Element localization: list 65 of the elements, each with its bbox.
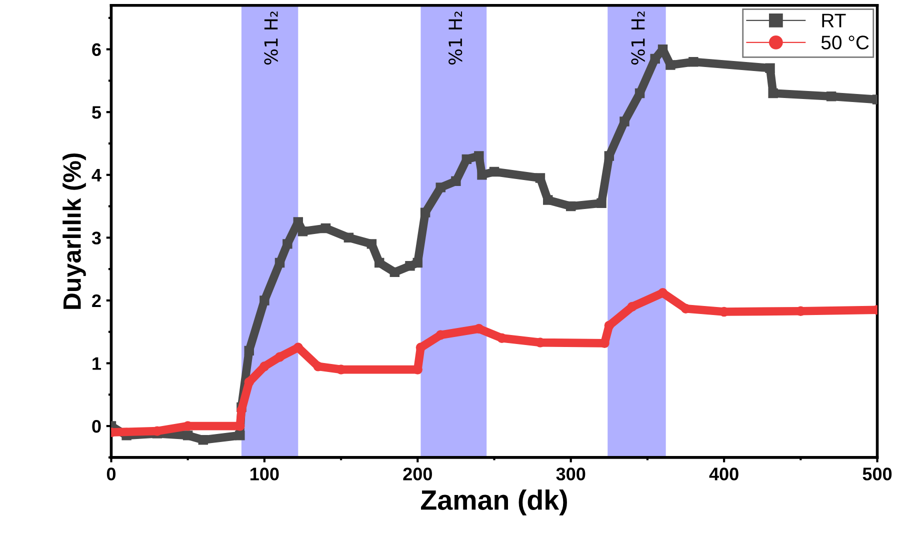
x-tick-label: 100 (250, 468, 279, 480)
y-axis-title: Duyarlılık (%) (62, 153, 86, 309)
point (627, 302, 637, 312)
point (477, 170, 487, 180)
point (658, 288, 668, 298)
point (260, 362, 270, 372)
point (474, 151, 484, 161)
point (405, 261, 415, 271)
point (344, 232, 354, 243)
legend-label: 50 °C (821, 36, 869, 50)
x-axis-title: Zaman (dk) (421, 490, 567, 516)
x-tick-label: 0 (106, 468, 116, 480)
y-tick-label: 1 (92, 357, 102, 370)
point (313, 362, 323, 372)
point (416, 342, 426, 352)
y-tick-label: 3 (92, 232, 101, 244)
y-tick-label: 5 (92, 106, 102, 119)
point (244, 377, 254, 387)
y-tick-label: 2 (92, 294, 101, 307)
point (596, 198, 606, 208)
point (412, 258, 423, 268)
x-tick-label: 300 (556, 468, 586, 480)
legend-label: RT (822, 14, 846, 28)
point (320, 223, 331, 234)
point (765, 63, 775, 73)
point (666, 60, 676, 70)
y-tick-label: 0 (92, 420, 101, 433)
point (235, 430, 245, 440)
point (826, 92, 836, 102)
point (274, 352, 285, 362)
point (768, 88, 778, 98)
point (604, 320, 614, 330)
point (198, 434, 208, 445)
point (489, 166, 500, 177)
point (274, 258, 285, 268)
point (462, 154, 472, 164)
point (374, 258, 384, 268)
point (474, 324, 484, 334)
point (366, 239, 377, 249)
point (451, 176, 461, 186)
point (436, 182, 446, 192)
point (420, 208, 430, 218)
y-tick-label: 4 (92, 169, 102, 182)
point (620, 116, 630, 126)
point (260, 296, 270, 306)
point (566, 201, 576, 212)
point (244, 346, 254, 356)
point (688, 57, 698, 67)
x-tick-label: 400 (709, 468, 738, 480)
point (282, 239, 292, 249)
x-tick-label: 500 (862, 468, 892, 480)
point (535, 173, 546, 183)
point (390, 267, 400, 278)
point (650, 54, 660, 64)
y-tick-label: 6 (92, 43, 101, 56)
point (634, 88, 645, 98)
point (543, 195, 553, 205)
point (298, 226, 308, 236)
point (436, 330, 446, 340)
band-label: %1 H₂ (631, 12, 645, 65)
band-label: %1 H₂ (448, 12, 462, 65)
band-label: %1 H₂ (264, 12, 278, 65)
point (604, 151, 614, 161)
point (182, 430, 193, 440)
x-tick-label: 200 (403, 468, 432, 480)
